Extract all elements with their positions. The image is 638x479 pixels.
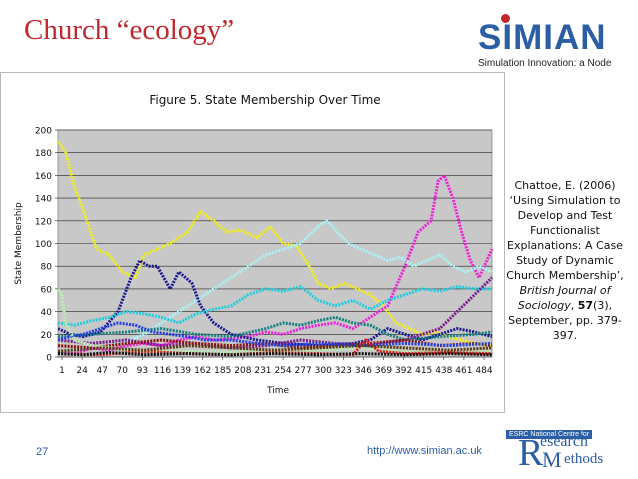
x-tick-label: 24 [76, 366, 88, 376]
x-tick-label: 415 [415, 366, 432, 376]
x-tick-label: 116 [154, 366, 171, 376]
x-tick-label: 93 [137, 366, 148, 376]
y-tick-label: 0 [46, 354, 52, 364]
y-tick-label: 80 [41, 263, 53, 273]
y-tick-label: 60 [41, 285, 53, 295]
series-line-yellow [58, 140, 493, 348]
x-tick-label: 346 [355, 366, 372, 376]
citation-pages: (3), September, pp. 379-397. [508, 299, 622, 342]
y-tick-label: 200 [35, 127, 52, 137]
esrc-logo-m: M [542, 447, 562, 472]
x-tick-label: 47 [96, 366, 107, 376]
simian-tagline: Simulation Innovation: a Node [478, 58, 612, 69]
x-tick-label: 300 [315, 366, 332, 376]
x-tick-label: 438 [435, 366, 452, 376]
esrc-ncrm-logo: ESRC National Centre for R esearch M eth… [506, 423, 616, 473]
series-line-blue [58, 321, 493, 348]
x-tick-label: 461 [455, 366, 472, 376]
x-axis-label: Time [266, 386, 289, 396]
citation: Chattoe, E. (2006) ‘Using Simulation to … [506, 178, 624, 343]
y-axis-label: State Membership [14, 202, 24, 285]
slide-number: 27 [36, 446, 49, 458]
footer-url[interactable]: http://www.simian.ac.uk [367, 445, 482, 457]
esrc-logo-research: esearch [540, 433, 588, 450]
chart-title: Figure 5. State Membership Over Time [149, 93, 380, 107]
x-tick-label: 162 [194, 366, 211, 376]
esrc-logo-r: R [518, 432, 544, 474]
y-tick-label: 20 [41, 331, 53, 341]
simian-logo-text: SIMIAN [478, 18, 607, 57]
x-tick-label: 208 [234, 366, 251, 376]
y-tick-label: 40 [41, 308, 53, 318]
simian-logo: SIMIAN Simulation Innovation: a Node [478, 14, 628, 69]
x-tick-label: 1 [59, 366, 65, 376]
x-tick-label: 484 [475, 366, 492, 376]
esrc-logo-top-text: ESRC National Centre for [506, 430, 593, 439]
series-line-cyan [58, 285, 492, 327]
x-tick-label: 369 [375, 366, 392, 376]
series-line-navy [58, 259, 493, 348]
series-line-light-green [58, 288, 493, 354]
chart-container: Figure 5. State Membership Over Time 0 20 4… [0, 72, 505, 413]
x-tick-label: 70 [117, 366, 129, 376]
citation-separator: , [570, 299, 578, 312]
membership-chart: Figure 5. State Membership Over Time 0 20 4… [14, 93, 494, 396]
y-tick-label: 100 [35, 240, 52, 250]
esrc-logo-methods: ethods [564, 451, 604, 467]
slide-title: Church “ecology” [24, 14, 235, 46]
y-tick-label: 140 [35, 195, 52, 205]
y-tick-label: 180 [35, 149, 52, 159]
citation-volume: 57 [577, 299, 594, 312]
x-tick-label: 254 [274, 366, 291, 376]
series-line-brown [58, 344, 493, 353]
x-tick-label: 277 [295, 366, 312, 376]
x-tick-label: 139 [174, 366, 191, 376]
series-line-light-cyan [58, 219, 493, 353]
x-tick-label: 392 [395, 366, 412, 376]
citation-journal: British Journal of Sociology [517, 284, 611, 312]
citation-text: Chattoe, E. (2006) ‘Using Simulation to … [506, 179, 624, 282]
x-tick-label: 231 [254, 366, 271, 376]
simian-logo-word: SIMIAN [478, 14, 628, 57]
y-tick-label: 120 [35, 217, 52, 227]
y-tick-label: 160 [35, 172, 52, 182]
x-tick-label: 185 [214, 366, 231, 376]
x-tick-label: 323 [335, 366, 352, 376]
logo-dot-icon [501, 14, 510, 23]
series-line-teal [58, 315, 493, 342]
